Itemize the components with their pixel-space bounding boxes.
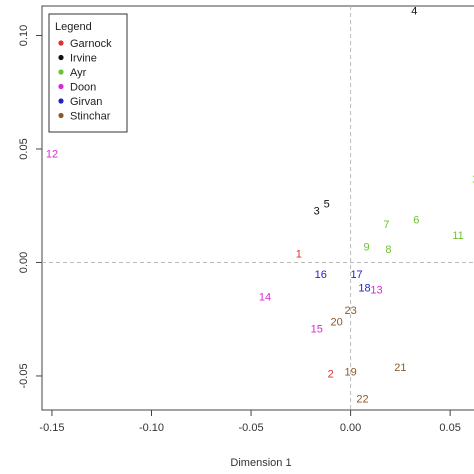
y-tick-label: 0.10 [18, 25, 30, 46]
legend-label-irvine: Irvine [70, 53, 97, 65]
point-label-21: 21 [394, 362, 406, 374]
legend-marker-doon [58, 83, 64, 90]
point-label-4: 4 [411, 6, 417, 18]
x-tick-label: 0.05 [439, 422, 460, 434]
x-tick-label: 0.00 [340, 422, 361, 434]
legend-label-girvan: Girvan [70, 96, 102, 108]
point-label-5: 5 [324, 198, 330, 210]
legend-marker-ayr [58, 69, 64, 75]
point-label-9: 9 [363, 242, 369, 254]
y-tick-label: 0.00 [18, 252, 30, 273]
point-label-13: 13 [370, 285, 382, 297]
point-label-20: 20 [331, 316, 343, 328]
data-points: 1235467891011121314151617181920212223 [46, 6, 474, 406]
point-label-10: 10 [472, 173, 474, 185]
x-axis: -0.15 -0.10 -0.05 0.00 0.05 [39, 410, 461, 434]
point-label-23: 23 [344, 305, 356, 317]
point-label-7: 7 [383, 219, 389, 231]
point-label-8: 8 [385, 244, 391, 256]
legend-label-garnock: Garnock [70, 38, 112, 50]
point-label-3: 3 [314, 205, 320, 217]
legend-label-doon: Doon [70, 82, 96, 94]
legend-title: Legend [55, 21, 92, 33]
y-tick-label: 0.05 [18, 138, 30, 159]
point-label-12: 12 [46, 149, 58, 161]
legend-marker-girvan [58, 98, 64, 104]
point-label-18: 18 [358, 282, 370, 294]
legend-label-stinchar: Stinchar [70, 111, 111, 123]
point-label-2: 2 [328, 369, 334, 381]
point-label-6: 6 [413, 214, 419, 226]
legend: Legend Garnock Irvine Ayr Doon Girvan Stincha… [48, 13, 128, 133]
x-axis-title: Dimension 1 [230, 457, 291, 469]
point-label-15: 15 [311, 323, 323, 335]
legend-label-ayr: Ayr [70, 67, 87, 79]
legend-marker-garnock [58, 40, 64, 46]
y-tick-label: -0.05 [18, 363, 30, 388]
point-label-14: 14 [259, 292, 271, 304]
x-tick-label: -0.05 [239, 422, 264, 434]
point-label-11: 11 [452, 230, 463, 242]
plot-frame [41, 5, 474, 411]
x-tick-label: -0.15 [39, 422, 64, 434]
point-label-16: 16 [315, 269, 327, 281]
legend-marker-irvine [58, 54, 64, 61]
legend-marker-stinchar [58, 112, 64, 119]
legend-entries: Garnock Irvine Ayr Doon Girvan Stinchar [58, 38, 112, 123]
y-axis: -0.05 0.00 0.05 0.10 [18, 25, 42, 388]
point-label-17: 17 [350, 269, 362, 281]
point-label-22: 22 [356, 394, 368, 406]
x-tick-label: -0.10 [139, 422, 164, 434]
reference-lines [42, 6, 474, 410]
point-label-19: 19 [344, 366, 356, 378]
point-label-1: 1 [296, 248, 302, 260]
